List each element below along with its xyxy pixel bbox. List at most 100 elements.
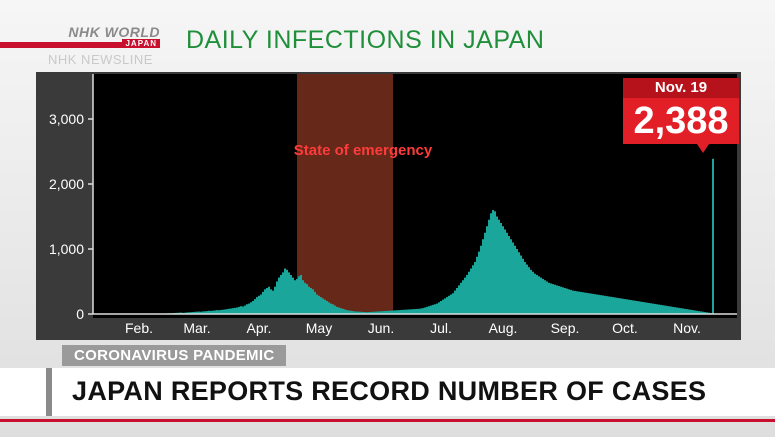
bar [378,311,380,314]
bar [364,312,366,314]
bar [344,309,346,314]
bar [584,292,586,314]
bar [252,301,254,314]
bar [402,309,404,314]
bar [190,312,192,314]
bar [558,286,560,314]
bar [376,311,378,314]
bar [328,302,330,314]
bar [304,282,306,314]
bar [524,262,526,314]
bar [538,276,540,314]
emergency-band [297,74,393,314]
bar [594,294,596,314]
bar [284,268,286,314]
bar [240,306,242,314]
bar [684,308,686,314]
bar [640,301,642,314]
bar [288,272,290,314]
bar [504,229,506,314]
bar [564,288,566,314]
bar [686,309,688,314]
bar [442,299,444,314]
bar [212,310,214,314]
bar [658,304,660,314]
bar [412,309,414,314]
bar [216,310,218,314]
bar [450,294,452,314]
bar [228,308,230,314]
bar [540,277,542,314]
bar [654,303,656,314]
bar [492,210,494,314]
x-tick-label: Mar. [183,320,210,336]
bar [460,282,462,314]
headline-bar [0,368,775,416]
headline-text: JAPAN REPORTS RECORD NUMBER OF CASES [72,376,707,406]
bar [308,286,310,314]
bar [598,294,600,314]
bar [496,216,498,314]
bar [416,308,418,314]
bar [662,305,664,314]
bar [300,275,302,314]
bar [362,311,364,314]
chart-panel: State of emergency 0 1,000 2,000 3,000 Feb. Ma… [36,72,741,340]
bar [498,219,500,314]
bar [418,308,420,314]
bar [634,300,636,314]
bar [206,311,208,314]
bar [380,311,382,314]
bar [290,275,292,314]
bar [650,303,652,314]
bar [368,312,370,314]
bar [186,312,188,314]
bar [330,303,332,314]
bar [322,298,324,314]
bar [664,305,666,314]
bar [422,308,424,314]
bar [552,284,554,314]
bar [222,309,224,314]
bar [348,310,350,314]
logo-red-bar [0,42,130,48]
bar [638,301,640,314]
bar [676,307,678,314]
bar [672,306,674,314]
bar [280,275,282,314]
bar [520,255,522,314]
x-tick-label: May [306,320,332,336]
bar [424,307,426,314]
bar [548,282,550,314]
bar [608,296,610,314]
bar [606,296,608,314]
x-tick-label: Jun. [368,320,394,336]
x-tick-label: Sep. [551,320,580,336]
bar [370,311,372,314]
bar [446,297,448,314]
bar [302,280,304,314]
bar [478,251,480,314]
bar [238,306,240,314]
bar [194,311,196,314]
bar [360,311,362,314]
bar [354,311,356,314]
bar [622,298,624,314]
bar [536,275,538,314]
bar [572,290,574,314]
bar [204,311,206,314]
bar [410,309,412,314]
bar [652,303,654,314]
bar [266,288,268,314]
bar [262,291,264,314]
bar [320,297,322,314]
bar [556,285,558,314]
bar [554,284,556,314]
bar [254,299,256,314]
bar [264,289,266,314]
bar [702,311,704,314]
bar [282,272,284,314]
bar [394,310,396,314]
headline-accent [46,368,52,416]
bar [456,288,458,314]
